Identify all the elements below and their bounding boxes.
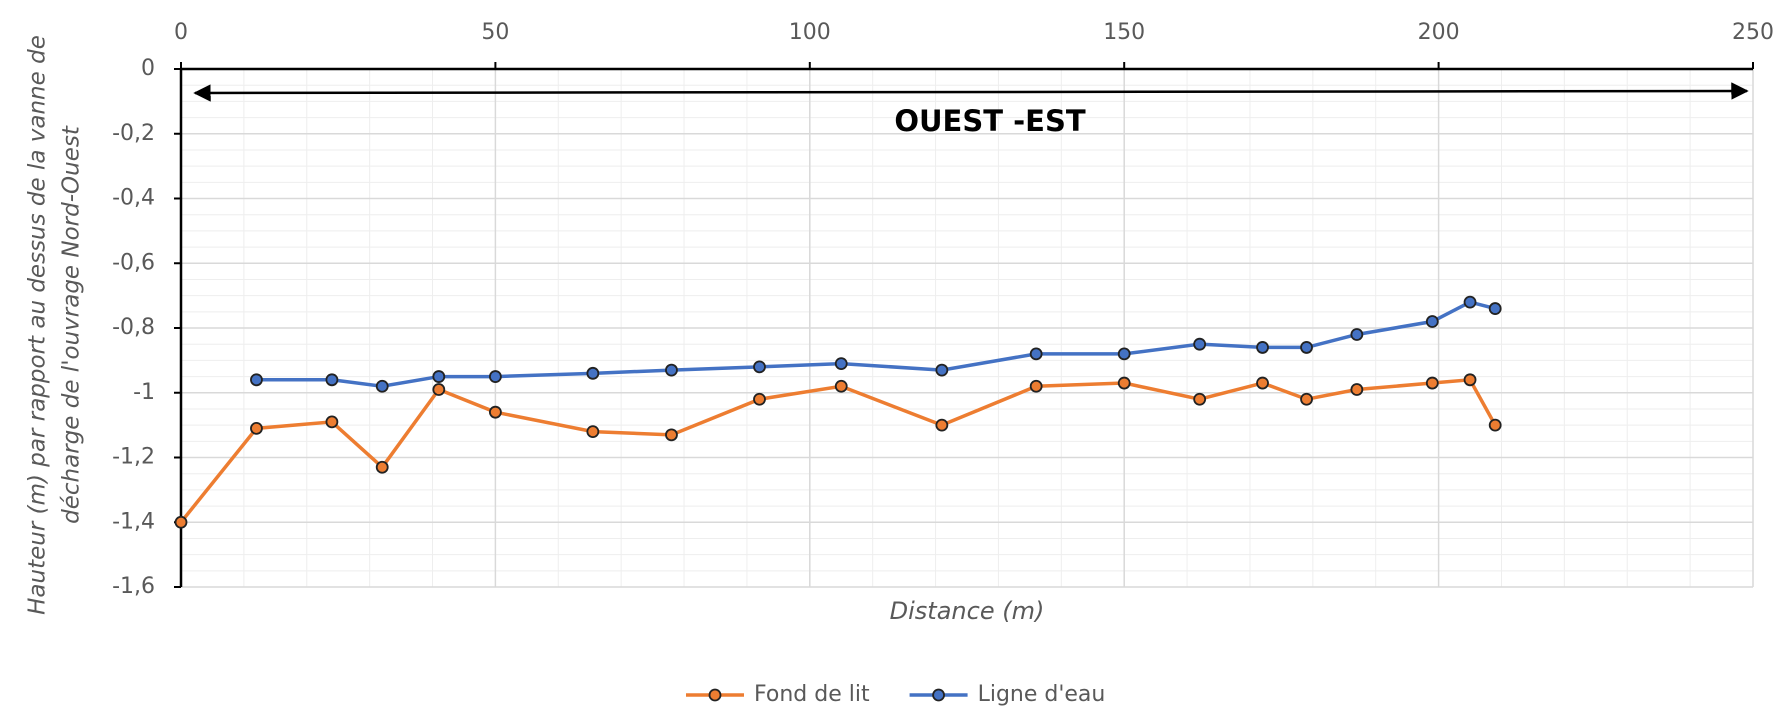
data-point [1425, 315, 1439, 328]
data-point [1300, 341, 1313, 354]
data-point [432, 383, 446, 396]
data-point [1350, 328, 1364, 341]
x-tick-label: 250 [1732, 20, 1774, 45]
legend-marker [708, 688, 722, 702]
data-point [935, 363, 949, 377]
data-point [1488, 418, 1502, 432]
data-point [834, 357, 848, 371]
data-point [586, 425, 600, 439]
data-point [586, 366, 600, 380]
data-point [1193, 392, 1207, 406]
legend-label: Fond de lit [754, 682, 870, 707]
y-axis-title: Hauteur (m) par rapport au dessus de la … [25, 35, 51, 615]
data-point [1117, 376, 1131, 390]
x-axis-title: Distance (m) [890, 597, 1045, 625]
y-tick-label: -1,2 [112, 445, 155, 470]
x-tick-label: 50 [481, 20, 509, 45]
y-tick-label: 0 [141, 56, 155, 81]
data-point [1256, 341, 1269, 354]
data-point [174, 515, 188, 529]
data-point [753, 392, 766, 406]
data-point [250, 421, 263, 435]
data-point [834, 379, 848, 393]
y-tick-label: -0,8 [112, 315, 155, 340]
y-tick-label: -0,6 [112, 250, 155, 275]
y-tick-label: -1,6 [112, 574, 155, 599]
y-tick-label: -0,2 [112, 121, 155, 146]
series-line [179, 377, 1497, 524]
data-point [1488, 302, 1502, 315]
data-point [432, 370, 446, 383]
annotation: OUEST -EST [894, 104, 1086, 138]
data-point [325, 415, 339, 429]
data-point [250, 373, 263, 387]
x-tick-label: 100 [789, 20, 831, 45]
data-point [375, 460, 389, 474]
data-point [665, 428, 678, 442]
legend-marker [932, 688, 945, 702]
y-tick-label: -1,4 [112, 509, 155, 534]
data-point [1463, 295, 1477, 309]
data-point [1350, 383, 1364, 396]
data-point [1256, 376, 1269, 390]
legend-label: Ligne d'eau [978, 682, 1106, 707]
data-point [488, 370, 502, 383]
data-point [1463, 373, 1477, 387]
data-point [1029, 379, 1043, 393]
data-point [375, 379, 389, 393]
y-tick-label: -1 [133, 380, 155, 405]
x-tick-label: 0 [174, 20, 188, 45]
x-tick-label: 150 [1103, 20, 1145, 45]
data-point [1300, 392, 1313, 406]
y-axis-title: décharge de l'ouvrage Nord-Ouest [59, 125, 85, 524]
data-point [665, 363, 678, 377]
data-point [325, 373, 339, 387]
data-point [1193, 337, 1207, 351]
data-point [753, 360, 766, 374]
data-point [935, 418, 949, 432]
x-tick-label: 200 [1418, 20, 1460, 45]
data-point [1117, 347, 1131, 361]
data-point [1029, 347, 1043, 361]
data-point [488, 405, 502, 419]
y-tick-label: -0,4 [112, 186, 155, 211]
annotation-arrow [193, 82, 1749, 102]
data-point [1425, 376, 1439, 390]
